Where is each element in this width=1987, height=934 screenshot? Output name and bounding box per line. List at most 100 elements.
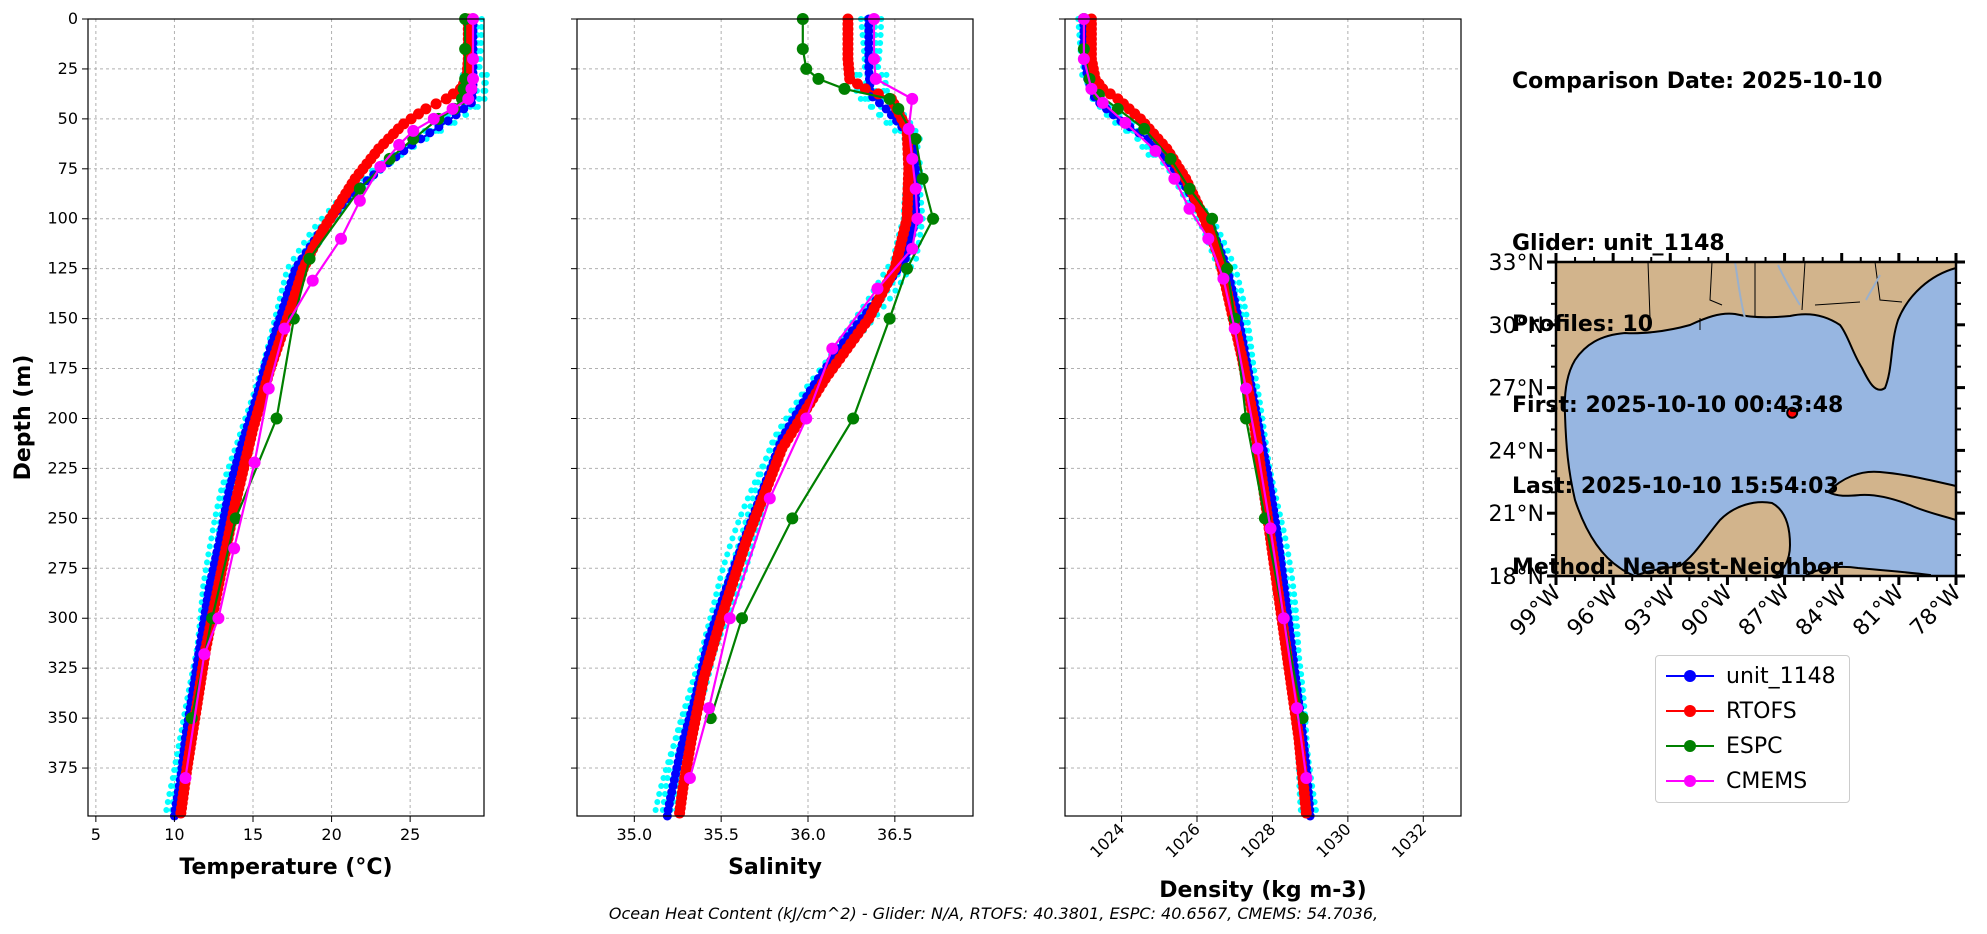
glider-profile-1 (1075, 16, 1304, 814)
glider-profile-point (1224, 247, 1231, 254)
data-point (179, 772, 192, 785)
glider-profile-point (732, 527, 739, 534)
glider-profile-point (892, 287, 899, 294)
glider-profile-point (201, 575, 208, 582)
glider-profile-point (857, 95, 864, 102)
data-point (901, 262, 913, 275)
legend-label: CMEMS (1726, 768, 1808, 794)
glider-profile-point (1145, 151, 1152, 158)
data-point (430, 98, 442, 110)
data-point (1264, 522, 1277, 535)
glider-profile-point (757, 471, 764, 478)
x-tick-label: 35.5 (703, 825, 739, 844)
map-borders (1647, 261, 1903, 330)
glider-profile-point (1290, 583, 1297, 590)
data-point (906, 152, 919, 165)
glider-profile-point (212, 511, 219, 518)
glider-profile-point (166, 791, 173, 798)
data-point (874, 98, 884, 108)
glider-profile-point (665, 767, 672, 774)
comparison-date: Comparison Date: 2025-10-10 (1512, 69, 1883, 94)
glider-profile-point (677, 719, 684, 726)
data-point (1217, 272, 1230, 285)
data-point (736, 612, 748, 625)
glider-profile-point (1221, 239, 1228, 246)
x-tick-label: 36.5 (877, 825, 913, 844)
glider-profile-point (877, 23, 884, 30)
data-point (440, 93, 452, 105)
data-point (353, 182, 366, 195)
lat-tick-label: 18°N (1489, 565, 1544, 590)
y-tick-label: 125 (47, 259, 78, 278)
data-point (906, 242, 919, 255)
data-point (353, 194, 366, 207)
y-tick-label: 150 (47, 309, 78, 328)
grid (1065, 18, 1461, 816)
y-tick-label: 350 (47, 708, 78, 727)
data-point (786, 512, 799, 525)
glider-profile-point (658, 783, 665, 790)
glider-name: Glider: unit_1148 (1512, 231, 1725, 256)
glider-profile-point (306, 231, 313, 238)
map-land-cuba (1826, 470, 1957, 522)
glider-profile-point (668, 751, 675, 758)
data-point (800, 62, 813, 75)
data-point (1277, 612, 1290, 625)
data-point (909, 182, 922, 195)
data-point (459, 42, 472, 55)
glider-profile-point (282, 271, 289, 278)
glider-profile-4 (1081, 16, 1315, 814)
glider-profile-point (1217, 231, 1224, 238)
data-point (1251, 442, 1264, 455)
data-point (1300, 772, 1313, 785)
glider-profile-point (1295, 647, 1302, 654)
legend-item-unit-1148: unit_1148 (1664, 661, 1836, 691)
glider-profile-point (773, 431, 780, 438)
data-point (446, 102, 459, 115)
data-point (1183, 182, 1196, 195)
grid (88, 18, 484, 816)
data-point (262, 382, 275, 395)
glider-profile-point (1246, 327, 1253, 334)
glider-profile-point (674, 727, 681, 734)
glider-profile-point (883, 71, 890, 78)
glider-profile-point (726, 543, 733, 550)
data-point (427, 112, 440, 125)
data-point (800, 412, 813, 425)
grid (577, 18, 973, 816)
data-point (892, 102, 905, 115)
series-line (709, 19, 935, 719)
axes-frame (576, 18, 974, 817)
glider-profile-point (1278, 519, 1285, 526)
glider-profile-4 (173, 16, 482, 814)
glider-profile-point (168, 783, 175, 790)
x-tick-label: 10 (164, 825, 184, 844)
glider-profile-2 (1079, 16, 1309, 814)
x-axis-label: Density (kg m-3) (1159, 878, 1367, 903)
glider-location-marker (1786, 406, 1799, 419)
glider-profile-point (214, 503, 221, 510)
glider-profile-cloud (163, 16, 490, 814)
data-point (212, 612, 225, 625)
glider-profile-3 (1078, 16, 1313, 814)
data-point (723, 612, 736, 625)
glider-profile-point (1291, 591, 1298, 598)
glider-profile-point (754, 479, 761, 486)
glider-profile-point (1294, 631, 1301, 638)
glider-profile-point (164, 799, 171, 806)
data-point (902, 122, 915, 135)
glider-profile-point (1286, 559, 1293, 566)
glider-profile-point (672, 735, 679, 742)
y-axis-label: Depth (m) (11, 355, 36, 481)
data-point (270, 412, 283, 425)
glider-profile-point (875, 63, 882, 70)
glider-profile-point (656, 791, 663, 798)
glider-profile-point (280, 279, 287, 286)
data-point (303, 252, 316, 265)
glider-profile-point (918, 207, 925, 214)
glider-profile-point (474, 103, 481, 110)
map-land-central-america (1801, 565, 1931, 577)
data-point (1085, 82, 1098, 95)
x-tick-label: 35.0 (617, 825, 653, 844)
